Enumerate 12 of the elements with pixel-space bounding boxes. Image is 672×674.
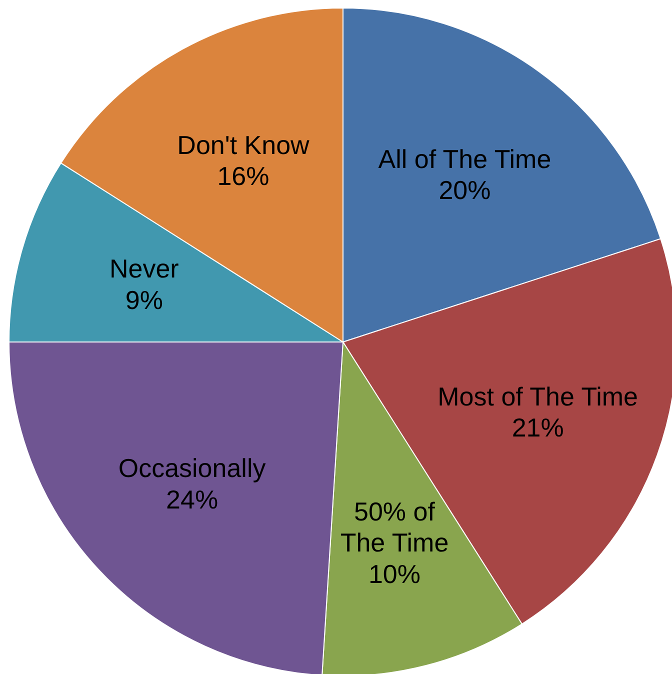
data-label: 24%	[166, 484, 218, 514]
slice-label: All of The Time	[378, 144, 552, 174]
data-label: 21%	[512, 412, 564, 443]
data-label: 16%	[217, 161, 270, 192]
data-label: 9%	[125, 284, 163, 315]
data-label: 10%	[368, 558, 421, 589]
slice-label: Occasionally	[118, 453, 266, 484]
slice-label: 50% of The Time	[340, 496, 449, 558]
data-label: 20%	[438, 175, 491, 206]
slice-label: Never	[109, 254, 180, 284]
slice-label: Don't Know	[177, 130, 310, 160]
slice-label: Most of The Time	[438, 382, 638, 412]
